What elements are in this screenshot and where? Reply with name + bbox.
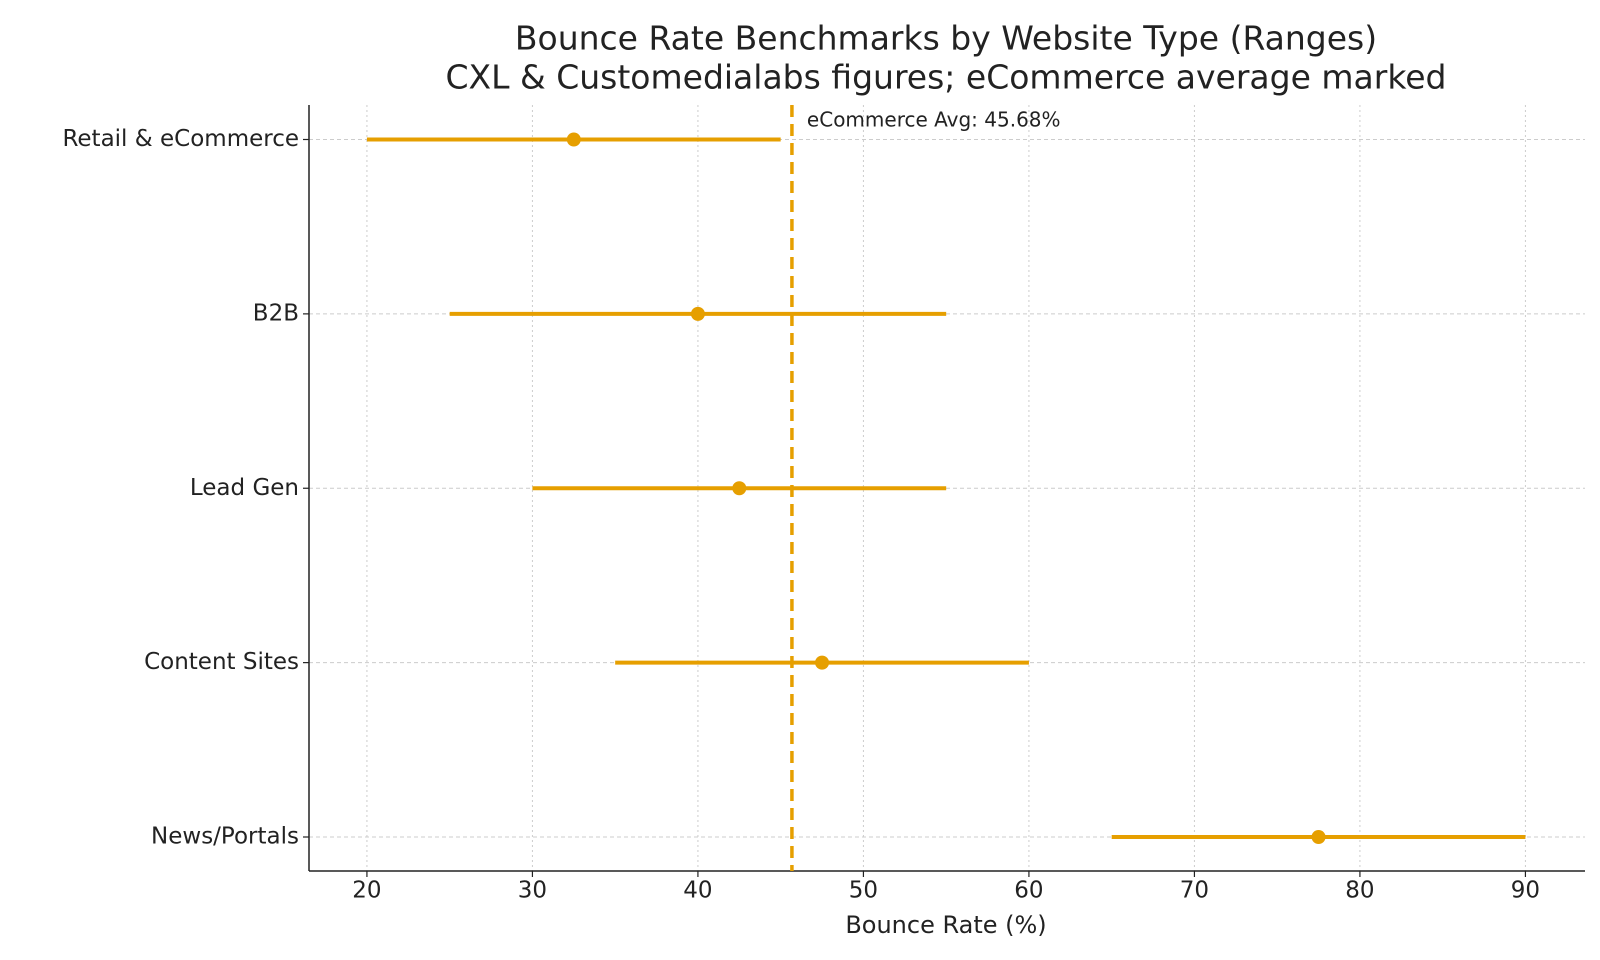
y-tick-label: Lead Gen [190, 475, 299, 501]
x-tick-label: 40 [683, 878, 712, 904]
x-tick-label: 80 [1345, 878, 1374, 904]
x-tick-label: 90 [1511, 878, 1540, 904]
midpoint-dot [1311, 830, 1326, 844]
x-tick-label: 60 [1014, 878, 1043, 904]
chart-title: Bounce Rate Benchmarks by Website Type (… [515, 19, 1377, 58]
chart-subtitle: CXL & Customedialabs figures; eCommerce … [445, 58, 1446, 97]
reference-label: eCommerce Avg: 45.68% [807, 108, 1061, 132]
y-tick-label: Retail & eCommerce [62, 126, 299, 152]
x-tick-label: 20 [352, 878, 381, 904]
y-tick-label: Content Sites [144, 649, 299, 675]
x-tick-label: 50 [849, 878, 878, 904]
midpoint-dot [566, 132, 581, 147]
y-tick-label: B2B [253, 300, 299, 326]
midpoint-dot [815, 655, 830, 670]
x-tick-label: 70 [1180, 878, 1209, 904]
x-tick-label: 30 [518, 878, 547, 904]
midpoint-dot [732, 481, 747, 496]
y-tick-label: News/Portals [151, 824, 299, 850]
x-axis-label: Bounce Rate (%) [845, 911, 1046, 939]
midpoint-dot [690, 306, 705, 321]
